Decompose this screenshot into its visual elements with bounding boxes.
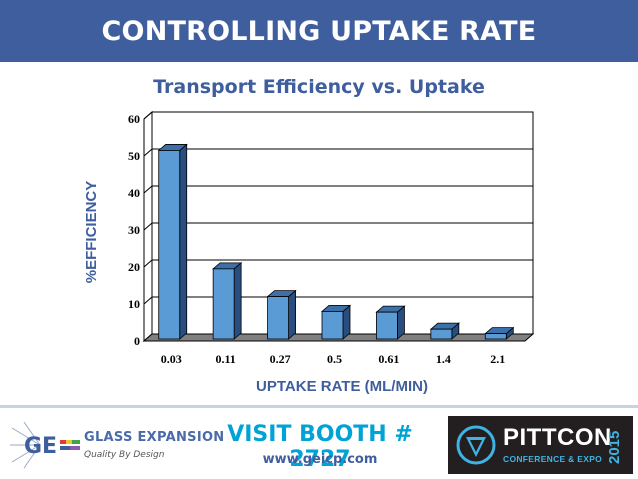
- bar: [157, 143, 188, 340]
- y-tick-label: 30: [128, 223, 140, 237]
- x-tick-label: 0.03: [161, 352, 182, 366]
- x-axis-label: UPTAKE RATE (ML/MIN): [256, 378, 428, 395]
- y-axis-label: %EFFICIENCY: [83, 181, 100, 284]
- company-name: GLASS EXPANSION: [84, 430, 225, 445]
- slide-title: CONTROLLING UPTAKE RATE: [101, 15, 537, 47]
- bar: [320, 304, 352, 340]
- x-tick-label: 1.4: [436, 352, 451, 366]
- x-tick-label: 0.5: [327, 352, 342, 366]
- grid-line-side: [143, 296, 153, 305]
- pittcon-year: 2015: [606, 430, 623, 464]
- bar-side: [179, 143, 188, 340]
- grid-line-side: [143, 185, 153, 194]
- bars: [157, 143, 515, 340]
- bar-front: [212, 268, 235, 340]
- bar-front: [376, 311, 398, 340]
- booth-text: VISIT BOOTH # 2727: [227, 422, 413, 472]
- grid-line-side: [143, 111, 153, 120]
- x-tick-label: 0.11: [215, 352, 235, 366]
- chart-title: Transport Efficiency vs. Uptake: [153, 76, 485, 98]
- pittcon-name: PITTCON: [503, 424, 612, 451]
- x-tick-label: 2.1: [490, 352, 505, 366]
- y-tick-label: 60: [128, 112, 140, 126]
- website-link[interactable]: www.geicp.com: [262, 452, 378, 467]
- y-tick-label: 40: [128, 186, 140, 200]
- bar-front: [430, 328, 453, 340]
- y-tick-label: 50: [128, 149, 140, 163]
- bar: [429, 322, 460, 340]
- bar: [484, 326, 515, 340]
- y-tick-labels: 0 10 20 30 40 50 60: [128, 112, 140, 348]
- bar-side: [288, 289, 296, 340]
- bar: [375, 305, 406, 340]
- x-tick-labels: 0.03 0.11 0.27 0.5 0.61 1.4 2.1: [161, 352, 506, 366]
- bar-front: [267, 296, 289, 340]
- y-tick-label: 0: [134, 334, 140, 348]
- pittcon-logo: PITTCON CONFERENCE & EXPO 2015: [448, 416, 633, 474]
- bar: [266, 289, 297, 340]
- company-tagline: Quality By Design: [84, 450, 165, 460]
- pittcon-shield-icon: [456, 425, 496, 465]
- bar-front: [321, 310, 344, 340]
- footer-divider: [0, 405, 638, 408]
- bar-front: [484, 333, 507, 340]
- ge-logo-text: GE: [24, 434, 57, 459]
- bar-side: [233, 261, 242, 340]
- x-tick-label: 0.61: [378, 352, 399, 366]
- pittcon-subtitle: CONFERENCE & EXPO: [503, 454, 603, 464]
- ge-logo-icon: GE: [10, 421, 80, 469]
- grid-line-side: [143, 259, 153, 268]
- bar-front: [158, 150, 181, 340]
- glass-expansion-logo: GE GLASS EXPANSION Quality By Design: [10, 420, 224, 470]
- x-tick-label: 0.27: [270, 352, 291, 366]
- y-tick-label: 20: [128, 260, 140, 274]
- y-tick-label: 10: [128, 297, 140, 311]
- grid-line-side: [143, 222, 153, 231]
- grid-line-side: [143, 148, 153, 157]
- slide-header: CONTROLLING UPTAKE RATE: [0, 0, 638, 62]
- bar: [212, 261, 243, 340]
